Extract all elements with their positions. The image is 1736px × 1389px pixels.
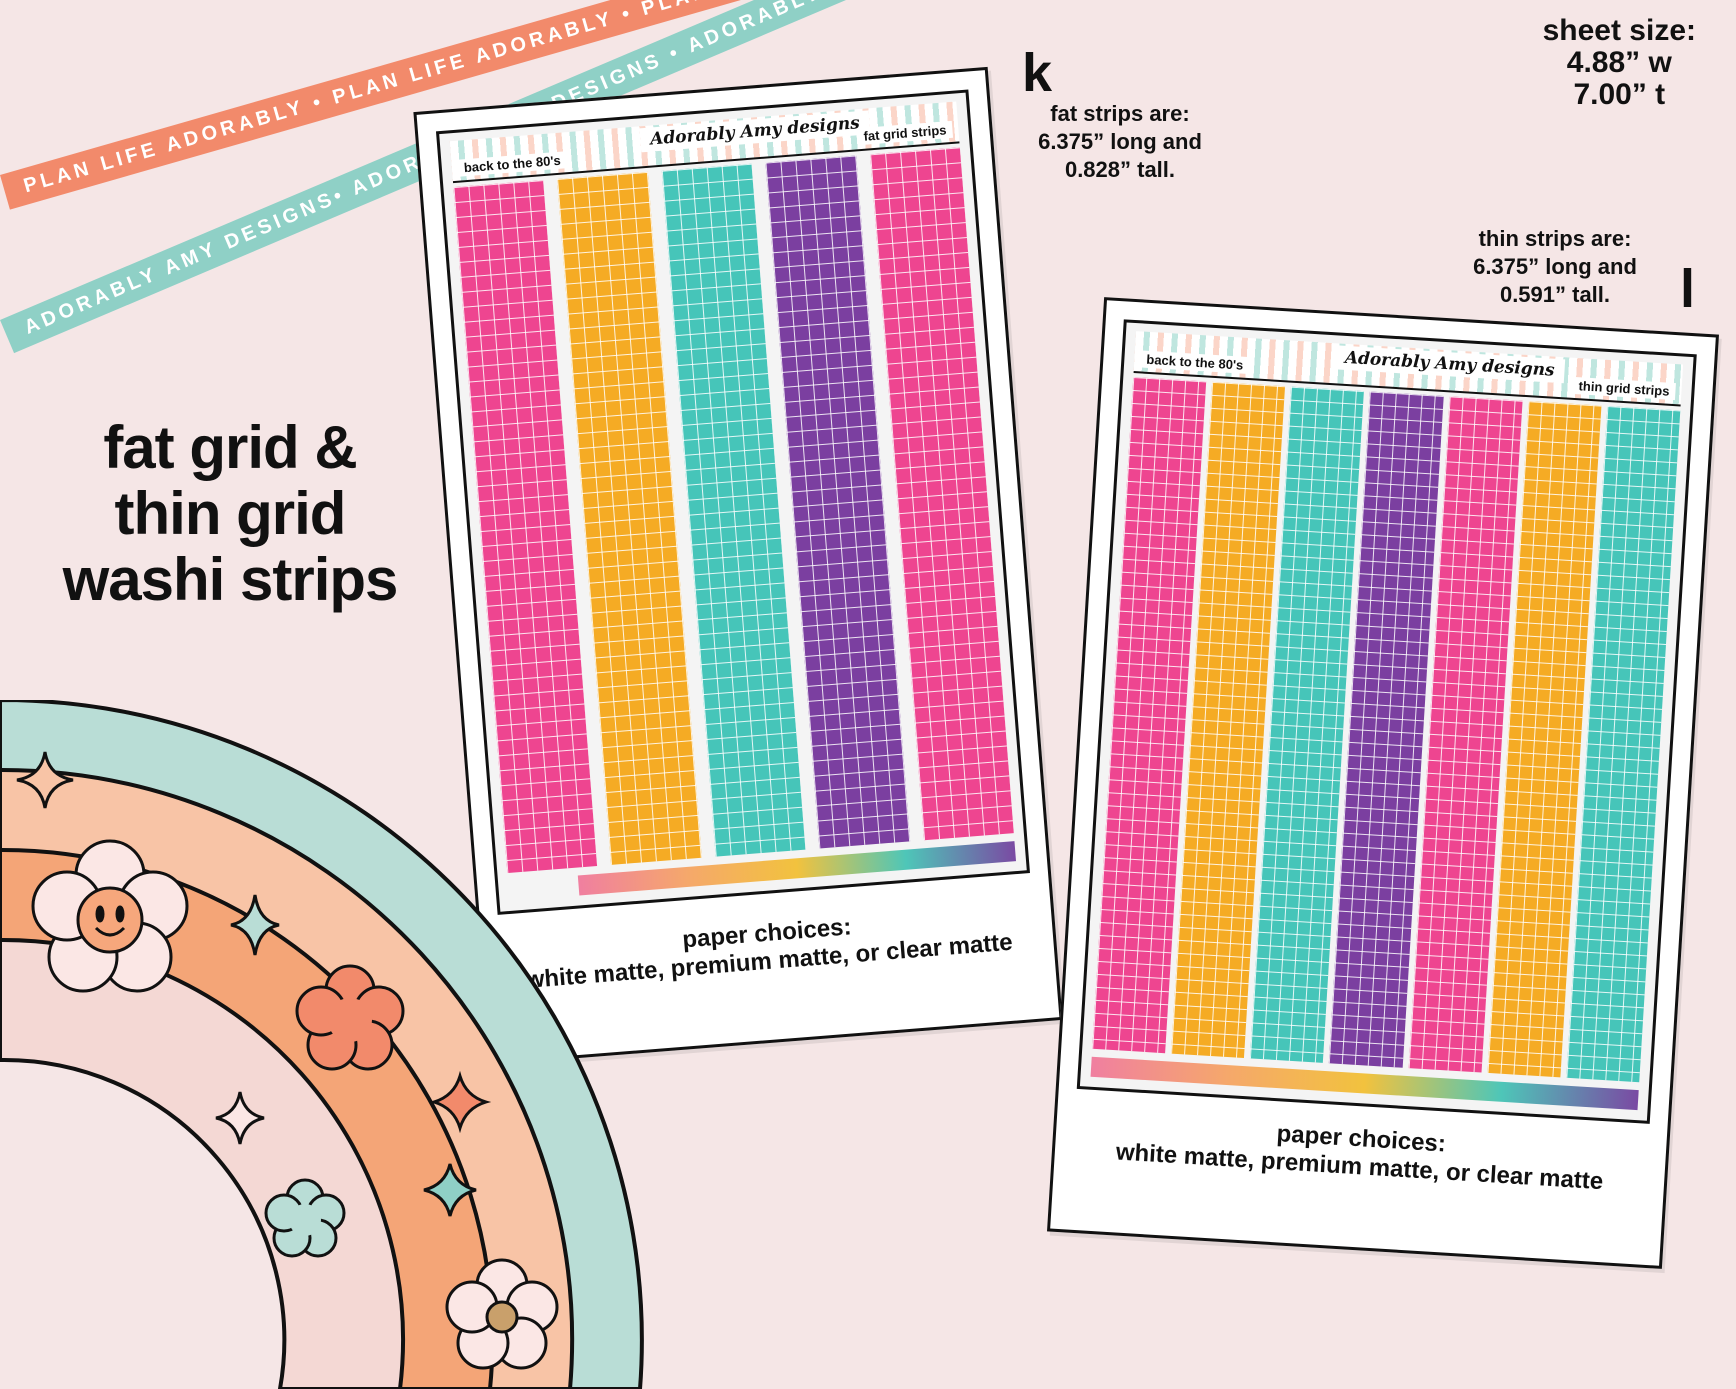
sparkle-icon	[215, 1091, 265, 1145]
thin-strips-row	[1092, 377, 1681, 1083]
headline-line-1: fat grid &	[103, 414, 357, 481]
orange-flower-icon	[295, 964, 405, 1071]
rainbow-illustration	[0, 700, 644, 1389]
fat-sheet-marker: k	[1022, 43, 1053, 103]
sparkle-icon	[428, 1070, 492, 1134]
thin-info-line-1: thin strips are:	[1478, 226, 1632, 251]
sparkle-icon	[16, 751, 74, 809]
daisy-flower-icon	[445, 1258, 559, 1370]
fat-sheet-theme-label: back to the 80's	[457, 151, 568, 177]
thin-grid-sticker-sheet: back to the 80's Adorably Amy designs th…	[1047, 297, 1719, 1269]
fat-sheet-logo: Adorably Amy designs	[639, 110, 871, 153]
thin-sheet-paper-choices: paper choices: white matte, premium matt…	[1054, 1107, 1666, 1200]
sheet-size-height: 7.00” t	[1573, 78, 1666, 111]
thin-sheet-marker: l	[1680, 259, 1696, 319]
sparkle-icon	[423, 1163, 477, 1217]
smiley-flower-icon	[31, 839, 189, 993]
fat-info-line-2: 6.375” long and	[1038, 129, 1202, 154]
fat-strips-info: fat strips are: 6.375” long and 0.828” t…	[1005, 100, 1235, 184]
thin-strips-info: thin strips are: 6.375” long and 0.591” …	[1440, 225, 1670, 309]
thin-sheet-theme-label: back to the 80's	[1139, 350, 1250, 375]
sheet-size-info: sheet size: 4.88” w 7.00” t	[1543, 15, 1696, 111]
sparkle-icon	[230, 894, 280, 956]
fat-info-line-3: 0.828” tall.	[1064, 157, 1176, 182]
sheet-size-width: 4.88” w	[1566, 46, 1672, 79]
headline-line-2: thin grid	[114, 480, 347, 547]
thin-sheet-print-area: back to the 80's Adorably Amy designs th…	[1076, 319, 1697, 1124]
rainbow-inner-band	[0, 937, 406, 1389]
headline-line-3: washi strips	[62, 546, 399, 613]
sheet-size-label: sheet size:	[1542, 14, 1696, 47]
product-headline: fat grid & thin grid washi strips	[40, 415, 420, 613]
thin-info-line-3: 0.591” tall.	[1499, 282, 1611, 307]
fat-sheet-type-label: fat grid strips	[856, 120, 954, 146]
thin-sheet-logo: Adorably Amy designs	[1334, 345, 1566, 384]
mint-flower-icon	[264, 1178, 346, 1258]
fat-info-line-1: fat strips are:	[1050, 101, 1190, 126]
thin-sheet-type-label: thin grid strips	[1572, 376, 1676, 401]
thin-info-line-2: 6.375” long and	[1473, 254, 1637, 279]
